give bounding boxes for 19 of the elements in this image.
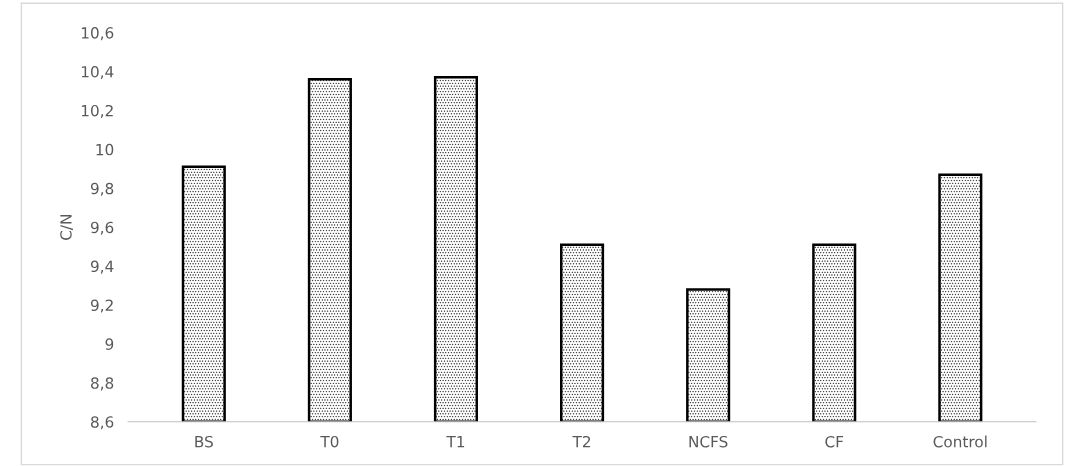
x-tick-label: BS	[195, 435, 213, 448]
y-tick-label: 9,2	[90, 299, 113, 313]
x-tick-label: CF	[825, 435, 844, 448]
y-tick-label: 8,8	[91, 377, 114, 391]
y-tick-label: 8,6	[91, 416, 114, 430]
y-tick-label: 9,6	[90, 221, 114, 235]
x-tick-label: Control	[933, 435, 987, 448]
y-tick-label: 10	[96, 143, 114, 156]
y-tick-label: 10,2	[81, 104, 113, 119]
y-tick-label: 9	[105, 338, 114, 350]
y-tick-label: 9,4	[90, 260, 114, 274]
x-tick-label: NCFS	[689, 435, 728, 448]
y-tick-label: 9,8	[90, 182, 114, 196]
y-axis-title: C/N	[60, 215, 73, 240]
x-tick-label: T0	[320, 435, 339, 448]
x-tick-label: T2	[572, 435, 591, 448]
y-tick-label: 10,4	[81, 66, 114, 80]
y-tick-label: 10,6	[81, 27, 114, 41]
x-tick-label: T1	[446, 436, 465, 448]
